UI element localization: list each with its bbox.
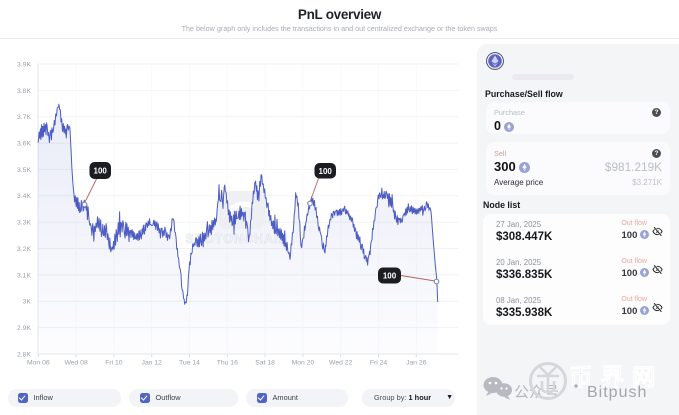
svg-text:3.1K: 3.1K xyxy=(17,272,31,279)
svg-text:Thu 16: Thu 16 xyxy=(217,360,238,367)
svg-text:3.9K: 3.9K xyxy=(17,61,31,68)
svg-text:Jan 26: Jan 26 xyxy=(406,360,427,367)
svg-text:Bitpush: Bitpush xyxy=(587,384,647,401)
svg-text:Jan 12: Jan 12 xyxy=(141,360,162,367)
svg-text:Fri 10: Fri 10 xyxy=(105,360,123,367)
svg-text:3.2K: 3.2K xyxy=(17,246,31,253)
svg-text:2.9K: 2.9K xyxy=(17,325,31,332)
svg-text:3.7K: 3.7K xyxy=(17,114,31,121)
svg-text:2.8K: 2.8K xyxy=(17,351,31,358)
svg-text:3K: 3K xyxy=(23,299,32,306)
svg-text:3.8K: 3.8K xyxy=(17,88,31,95)
svg-text:Sat 18: Sat 18 xyxy=(255,360,275,367)
svg-text:Wed 08: Wed 08 xyxy=(64,360,88,367)
svg-text:3.5K: 3.5K xyxy=(17,167,31,174)
svg-text:3.6K: 3.6K xyxy=(17,141,31,148)
svg-text:Mon 06: Mon 06 xyxy=(27,360,50,367)
svg-text:Fri 24: Fri 24 xyxy=(370,360,388,367)
svg-text:100: 100 xyxy=(94,166,108,175)
svg-text:Wed 22: Wed 22 xyxy=(329,360,353,367)
svg-text:3.4K: 3.4K xyxy=(17,193,31,200)
svg-text:3.3K: 3.3K xyxy=(17,220,31,227)
svg-text:SPOTONCHAIN: SPOTONCHAIN xyxy=(185,232,288,246)
svg-text:100: 100 xyxy=(383,271,397,280)
svg-text:币界网: 币界网 xyxy=(569,364,664,390)
svg-text:Tue 14: Tue 14 xyxy=(179,360,200,367)
svg-text:100: 100 xyxy=(319,167,333,176)
svg-text:Mon 20: Mon 20 xyxy=(292,360,315,367)
